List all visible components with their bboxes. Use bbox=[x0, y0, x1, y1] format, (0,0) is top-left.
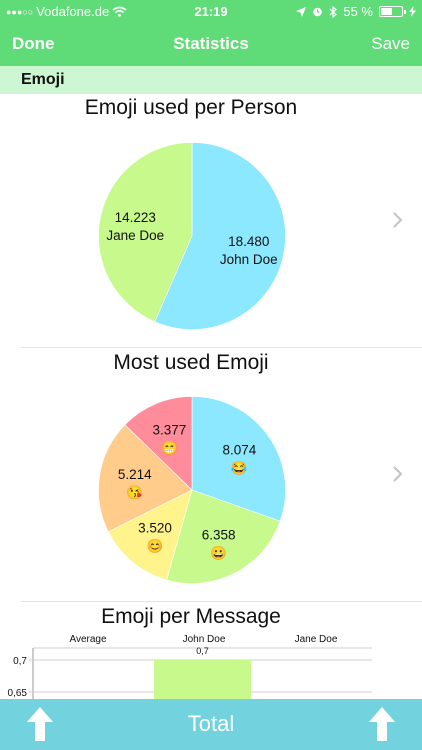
total-button[interactable]: Total bbox=[187, 711, 235, 736]
top-bar: ●●●○○ Vodafone.de 21:19 55 % Done Statis… bbox=[0, 0, 422, 66]
bar-chart-per-message[interactable]: Average John Doe Jane Doe 0,7 0,65 0,7 bbox=[0, 632, 422, 702]
pie-chart-most-used[interactable]: 8.074 😂 6.358 😀 3.520 😊 5.214 😘 3.377 😁 bbox=[98, 396, 286, 584]
slice-value-label: 6.358 bbox=[202, 527, 236, 542]
bar-value-label: 0,7 bbox=[196, 646, 209, 656]
section-header: Emoji bbox=[0, 66, 422, 94]
y-tick-label: 0,7 bbox=[13, 656, 27, 667]
status-right: 55 % bbox=[296, 4, 416, 19]
pie-slice bbox=[166, 489, 281, 584]
pie-chart-per-person[interactable]: 18.480 John Doe 14.223 Jane Doe bbox=[98, 142, 286, 330]
divider bbox=[21, 601, 422, 602]
slice-name-label: Jane Doe bbox=[106, 228, 164, 243]
slice-value-label: 3.377 bbox=[153, 423, 187, 438]
battery-icon bbox=[379, 6, 406, 17]
pie-slice bbox=[98, 142, 193, 323]
slice-emoji-label: 😀 bbox=[210, 545, 227, 560]
slice-emoji-label: 😘 bbox=[126, 485, 143, 500]
bar bbox=[154, 660, 251, 702]
chart-title-per-message: Emoji per Message bbox=[101, 605, 281, 628]
status-time: 21:19 bbox=[194, 4, 228, 19]
battery-percent: 55 % bbox=[343, 4, 373, 19]
pie-slice bbox=[191, 396, 286, 522]
slice-emoji-label: 😂 bbox=[231, 461, 248, 476]
chart-title-most-used: Most used Emoji bbox=[113, 351, 269, 374]
slice-value-label: 18.480 bbox=[228, 234, 269, 249]
pie-slice bbox=[98, 424, 193, 533]
legend-label: Average bbox=[69, 634, 107, 645]
status-bar: ●●●○○ Vodafone.de 21:19 55 % bbox=[0, 0, 422, 22]
signal-strength-icon: ●●●○○ bbox=[6, 6, 34, 17]
alarm-clock-icon bbox=[313, 7, 323, 17]
chevron-right-icon[interactable] bbox=[391, 465, 403, 483]
slice-value-label: 14.223 bbox=[115, 210, 156, 225]
slice-value-label: 5.214 bbox=[118, 467, 152, 482]
arrow-up-icon[interactable] bbox=[26, 705, 54, 743]
section-title: Emoji bbox=[21, 71, 65, 88]
chevron-right-icon[interactable] bbox=[391, 211, 403, 229]
slice-value-label: 8.074 bbox=[222, 443, 256, 458]
location-arrow-icon bbox=[296, 6, 307, 17]
divider bbox=[21, 347, 422, 348]
wifi-icon bbox=[112, 6, 127, 17]
carrier-name: Vodafone.de bbox=[36, 4, 110, 19]
slice-emoji-label: 😊 bbox=[147, 539, 164, 554]
save-button[interactable]: Save bbox=[371, 34, 410, 53]
charging-bolt-icon bbox=[409, 6, 416, 17]
slice-name-label: John Doe bbox=[220, 252, 278, 267]
slice-value-label: 3.520 bbox=[138, 521, 172, 536]
navigation-bar: Done Statistics Save bbox=[0, 26, 422, 62]
legend-label: Jane Doe bbox=[295, 634, 338, 645]
slice-emoji-label: 😁 bbox=[161, 441, 178, 456]
bluetooth-icon bbox=[329, 5, 338, 18]
arrow-up-icon[interactable] bbox=[368, 705, 396, 743]
bottom-toolbar: Total bbox=[0, 699, 422, 750]
y-tick-label: 0,65 bbox=[8, 688, 28, 699]
status-left: ●●●○○ Vodafone.de bbox=[6, 4, 127, 19]
legend-label: John Doe bbox=[183, 634, 226, 645]
chart-title-per-person: Emoji used per Person bbox=[84, 96, 298, 119]
pie-slice bbox=[124, 396, 193, 491]
pie-slice bbox=[154, 142, 286, 330]
done-button[interactable]: Done bbox=[12, 34, 55, 53]
pie-slice bbox=[107, 489, 193, 581]
page-title: Statistics bbox=[173, 34, 249, 53]
